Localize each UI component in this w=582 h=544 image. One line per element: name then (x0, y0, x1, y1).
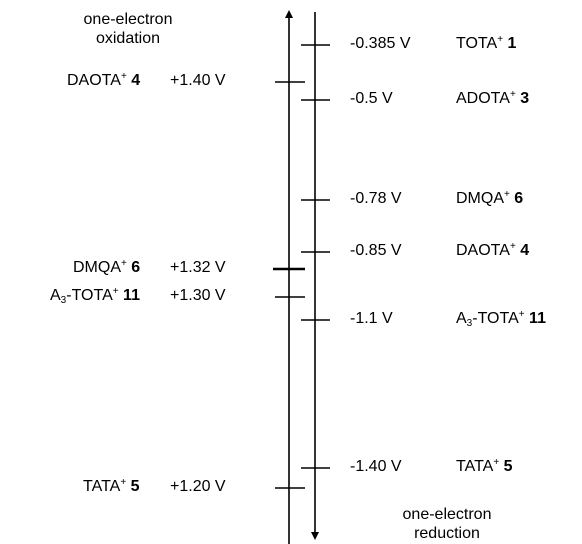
oxidation-level-label: A3-TOTA+ 11 (50, 286, 140, 306)
reduction-compound-number: 4 (520, 242, 530, 259)
reduction-compound-number: 1 (507, 35, 517, 52)
reduction-cation-charge: + (497, 34, 504, 45)
oxidation-level-label: DAOTA+ 4 (67, 72, 140, 90)
reduction-compound-name: TOTA+ 1 (456, 34, 517, 53)
oxidation-compound-stem: DAOTA (67, 72, 121, 89)
oxidation-cation-charge: + (112, 286, 119, 297)
oxidation-header-line1: one-electron (83, 11, 173, 28)
reduction-compound-stem: ADOTA (456, 90, 510, 107)
reduction-potential-value: -1.1 V (350, 310, 393, 327)
reduction-compound-stem: TATA (456, 458, 494, 475)
reduction-compound-name: A3-TOTA+ 11 (456, 309, 546, 329)
reduction-potential-value: -0.85 V (350, 242, 402, 259)
oxidation-potential-value: +1.40 V (170, 72, 226, 89)
oxidation-compound-subscript: 3 (60, 295, 67, 306)
oxidation-compound-name: TATA+ 5 (83, 477, 140, 496)
reduction-compound-stem: DMQA (456, 190, 504, 207)
oxidation-potential-value: +1.30 V (170, 287, 226, 304)
reduction-compound-stem: A (456, 310, 467, 327)
oxidation-compound-stem: TATA (83, 478, 121, 495)
oxidation-compound-number: 5 (130, 478, 140, 495)
reduction-potential-value: -0.5 V (350, 90, 393, 107)
oxidation-header-line2: oxidation (95, 30, 161, 47)
reduction-header: one-electron reduction (377, 505, 517, 543)
oxidation-compound-suffix: -TOTA (66, 287, 113, 304)
reduction-cation-charge: + (518, 309, 525, 320)
reduction-level-label: TATA+ 5 (456, 458, 513, 476)
reduction-potential-value: -1.40 V (350, 458, 402, 475)
oxidation-compound-number: 6 (131, 259, 141, 276)
oxidation-compound-name: DMQA+ 6 (73, 258, 141, 277)
reduction-cation-charge: + (504, 189, 510, 200)
reduction-level-label: TOTA+ 1 (456, 35, 516, 53)
oxidation-compound-stem: DMQA (73, 259, 121, 276)
reduction-compound-number: 3 (520, 90, 530, 107)
reduction-compound-number: 5 (503, 458, 513, 475)
reduction-compound-name: ADOTA+ 3 (456, 89, 530, 108)
reduction-header-line2: reduction (414, 525, 480, 542)
reduction-level-label: ADOTA+ 3 (456, 90, 529, 108)
reduction-cation-charge: + (509, 89, 516, 100)
oxidation-compound-name: A3-TOTA+ 11 (50, 286, 140, 306)
reduction-compound-number: 11 (529, 310, 546, 327)
reduction-compound-name: TATA+ 5 (456, 457, 513, 476)
oxidation-compound-number: 4 (131, 72, 141, 89)
oxidation-compound-stem: A (50, 287, 61, 304)
oxidation-level-label: DMQA+ 6 (73, 259, 140, 277)
oxidation-compound-name: DAOTA+ 4 (67, 71, 141, 90)
reduction-compound-stem: DAOTA (456, 242, 510, 259)
reduction-header-line1: one-electron (402, 506, 492, 523)
reduction-compound-stem: TOTA (456, 35, 498, 52)
reduction-compound-suffix: -TOTA (472, 310, 519, 327)
oxidation-header: one-electron oxidation (58, 10, 198, 48)
reduction-cation-charge: + (509, 241, 516, 252)
reduction-potential-value: -0.385 V (350, 35, 411, 52)
reduction-level-label: DMQA+ 6 (456, 190, 523, 208)
reduction-cation-charge: + (493, 457, 500, 468)
reduction-compound-number: 6 (514, 190, 524, 207)
oxidation-cation-charge: + (120, 71, 127, 82)
reduction-level-label: A3-TOTA+ 11 (456, 309, 546, 329)
reduction-compound-name: DMQA+ 6 (456, 189, 524, 208)
reduction-level-label: DAOTA+ 4 (456, 242, 529, 260)
reduction-compound-subscript: 3 (466, 318, 473, 329)
oxidation-potential-value: +1.32 V (170, 259, 226, 276)
oxidation-potential-value: +1.20 V (170, 478, 226, 495)
oxidation-compound-number: 11 (123, 287, 140, 304)
reduction-compound-name: DAOTA+ 4 (456, 241, 530, 260)
oxidation-level-label: TATA+ 5 (83, 478, 140, 496)
oxidation-cation-charge: + (121, 258, 127, 269)
oxidation-cation-charge: + (120, 477, 127, 488)
reduction-potential-value: -0.78 V (350, 190, 402, 207)
